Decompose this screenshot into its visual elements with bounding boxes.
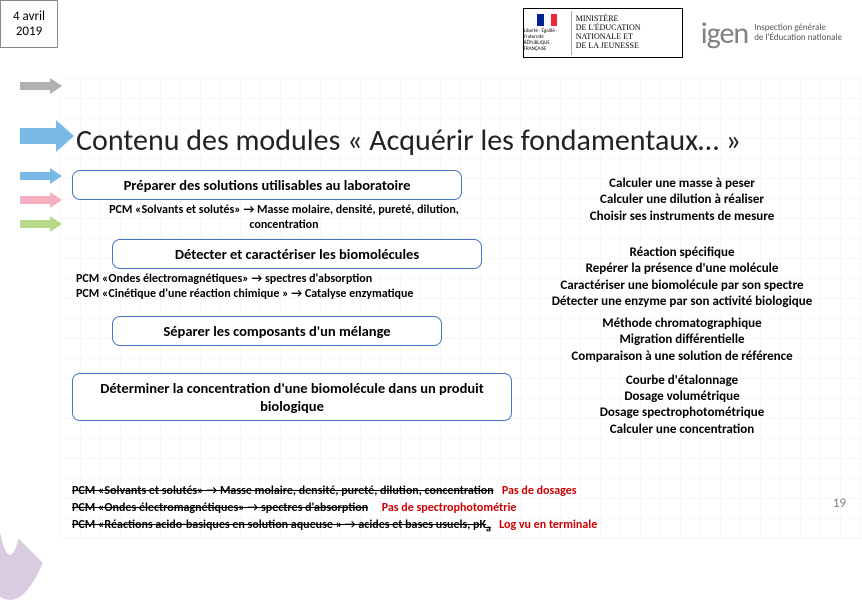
sub-2: PCM «Ondes électromagnétiques» → spectre… [72,272,522,302]
header-logos: Liberté · Égalité · Fraternité RÉPUBLIQU… [523,8,842,58]
right-1: Calculer une masse à peser Calculer une … [522,170,842,225]
sub-1: PCM «Solvants et solutés» → Masse molair… [72,203,492,233]
right-4: Courbe d'étalonnage Dosage volumétrique … [522,373,842,438]
date-line2: 2019 [16,24,42,39]
page-number: 19 [833,496,846,511]
footer-l3a: PCM «Réactions acido-basiques en solutio… [72,518,491,532]
footer-l2b: Pas de spectrophotométrie [382,501,517,515]
igen-logo: igen Inspection généralede l'Éducation n… [701,15,842,52]
date-line1: 4 avril [13,9,45,24]
side-decoration [0,0,68,539]
box-1: Préparer des solutions utilisables au la… [72,170,462,200]
ministry-flag: Liberté · Égalité · Fraternité RÉPUBLIQU… [524,11,572,55]
igen-mark: igen [701,15,748,52]
right-2: Réaction spécifique Repérer la présence … [522,239,842,310]
section-2: Détecter et caractériser les biomolécule… [72,239,842,310]
right-3: Méthode chromatographique Migration diff… [522,316,842,365]
content-area: Préparer des solutions utilisables au la… [72,170,842,529]
date-box: 4 avril 2019 [0,0,58,48]
section-4: Déterminer la concentration d'une biomol… [72,373,842,438]
footer-l1b: Pas de dosages [502,484,577,498]
box-3: Séparer les composants d'un mélange [112,316,442,346]
section-3: Séparer les composants d'un mélange Méth… [72,316,842,365]
footer-l2a: PCM «Ondes électromagnétiques» → spectre… [72,501,368,515]
box-4: Déterminer la concentration d'une biomol… [72,373,512,421]
box-2: Détecter et caractériser les biomolécule… [112,239,482,269]
footer-l1a: PCM «Solvants et solutés» → Masse molair… [72,484,494,498]
section-1: Préparer des solutions utilisables au la… [72,170,842,233]
igen-text: Inspection généralede l'Éducation nation… [754,23,842,43]
main-title: Contenu des modules « Acquérir les fonda… [76,122,741,159]
ministry-text: MINISTÈRE DE L'ÉDUCATION NATIONALE ET DE… [572,13,682,52]
footer-l3b: Log vu en terminale [499,518,597,532]
footer: PCM «Solvants et solutés» → Masse molair… [72,483,842,535]
ministry-logo: Liberté · Égalité · Fraternité RÉPUBLIQU… [523,8,683,58]
